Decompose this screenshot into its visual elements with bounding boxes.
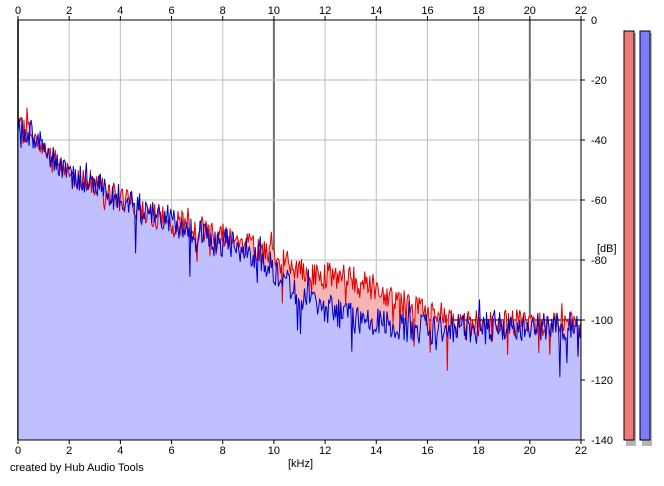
axes: 002244668810101212141416161818202022220-… (15, 5, 617, 470)
x-tick-label-bottom: 18 (473, 445, 485, 457)
x-tick-label-bottom: 12 (319, 445, 331, 457)
x-tick-label-top: 4 (117, 5, 123, 17)
left-meter (623, 30, 635, 441)
x-tick-label-bottom: 20 (524, 445, 536, 457)
x-tick-label-top: 20 (524, 5, 536, 17)
x-tick-label-top: 12 (319, 5, 331, 17)
x-tick-label-top: 18 (473, 5, 485, 17)
x-tick-label-bottom: 16 (421, 445, 433, 457)
spectrum-series (17, 107, 582, 441)
x-tick-label-top: 10 (268, 5, 280, 17)
right-meter (639, 30, 651, 441)
x-tick-label-bottom: 22 (575, 445, 587, 457)
x-tick-label-top: 2 (66, 5, 72, 17)
plot-border (17, 19, 582, 441)
y-tick-label: -60 (591, 195, 607, 207)
y-tick-label: -20 (591, 75, 607, 87)
y-tick-label: -40 (591, 135, 607, 147)
x-tick-label-bottom: 10 (268, 445, 280, 457)
y-tick-label: -80 (591, 255, 607, 267)
x-tick-label-bottom: 4 (117, 445, 123, 457)
y-tick-label: 0 (591, 15, 597, 27)
x-tick-label-bottom: 8 (220, 445, 226, 457)
level-meters (623, 30, 652, 446)
x-tick-label-top: 8 (220, 5, 226, 17)
x-tick-label-top: 16 (421, 5, 433, 17)
right-channel-area (18, 118, 581, 440)
credit-text: created by Hub Audio Tools (10, 462, 144, 474)
x-tick-label-bottom: 14 (370, 445, 382, 457)
x-tick-label-bottom: 6 (168, 445, 174, 457)
x-tick-label-bottom: 0 (15, 445, 21, 457)
y-tick-label: -140 (591, 435, 613, 447)
x-tick-label-top: 14 (370, 5, 382, 17)
x-tick-label-top: 6 (168, 5, 174, 17)
y-tick-label: -120 (591, 375, 613, 387)
x-tick-label-bottom: 2 (66, 445, 72, 457)
x-tick-label-top: 22 (575, 5, 587, 17)
x-tick-label-top: 0 (15, 5, 21, 17)
y-tick-label: -100 (591, 315, 613, 327)
x-axis-label: [kHz] (288, 458, 313, 470)
y-axis-label: [dB] (597, 243, 617, 255)
right-channel-line (17, 118, 582, 378)
